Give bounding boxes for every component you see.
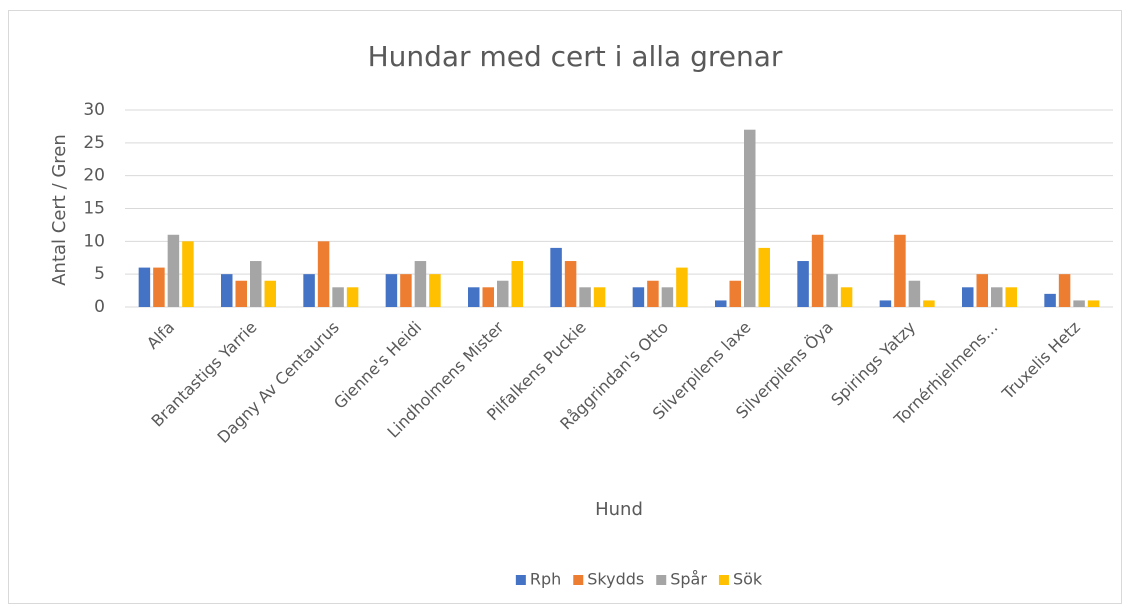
bar xyxy=(250,261,262,307)
bar xyxy=(511,261,523,307)
bar xyxy=(317,241,330,307)
y-tick-label: 10 xyxy=(83,231,105,251)
legend-label: Skydds xyxy=(587,570,644,589)
bar xyxy=(1044,293,1056,307)
legend-label: Sök xyxy=(733,570,763,589)
legend-swatch xyxy=(515,575,526,585)
bar xyxy=(811,234,824,307)
bar xyxy=(923,300,935,307)
bar xyxy=(564,261,577,307)
bar xyxy=(894,234,906,307)
bar xyxy=(962,287,974,307)
bar xyxy=(264,280,276,307)
bar xyxy=(167,234,180,307)
legend-swatch xyxy=(573,575,584,585)
bar xyxy=(550,247,562,307)
bar xyxy=(346,287,359,307)
bar xyxy=(991,287,1003,307)
y-tick-label: 30 xyxy=(83,100,105,120)
bar xyxy=(303,274,315,307)
bar xyxy=(385,274,398,307)
legend-label: Spår xyxy=(670,570,707,589)
bar xyxy=(1073,300,1085,307)
bar xyxy=(758,247,770,307)
bar xyxy=(182,241,194,307)
bar xyxy=(908,280,921,307)
bar xyxy=(1005,287,1017,307)
bar xyxy=(632,287,645,307)
y-tick-label: 15 xyxy=(83,199,105,219)
y-tick-label: 0 xyxy=(94,297,105,317)
bar xyxy=(715,300,727,307)
x-axis-label: Hund xyxy=(595,499,643,520)
bar xyxy=(976,274,988,307)
bar xyxy=(153,267,165,307)
bar xyxy=(840,287,853,307)
bar xyxy=(400,274,412,307)
y-axis-label: Antal Cert / Gren xyxy=(49,134,70,286)
legend-swatch xyxy=(718,575,729,585)
legend-label: Rph xyxy=(530,570,561,589)
bar xyxy=(497,280,509,307)
bar xyxy=(235,280,247,307)
bar xyxy=(429,274,441,307)
bar xyxy=(593,287,606,307)
bar xyxy=(468,287,480,307)
bar xyxy=(332,287,344,307)
bar xyxy=(797,261,809,307)
bar xyxy=(482,287,494,307)
bar xyxy=(1087,300,1100,307)
bar xyxy=(138,267,151,307)
bar xyxy=(647,280,659,307)
y-tick-label: 5 xyxy=(94,264,105,284)
bar xyxy=(414,261,427,307)
y-tick-label: 20 xyxy=(83,166,105,186)
bar xyxy=(661,287,674,307)
chart-title: Hundar med cert i alla grenar xyxy=(368,40,783,73)
bar xyxy=(744,129,756,307)
bar xyxy=(826,274,838,307)
bar xyxy=(676,267,688,307)
bar xyxy=(729,280,741,307)
legend-swatch xyxy=(656,575,667,585)
bar xyxy=(1058,274,1071,307)
bar xyxy=(221,274,233,307)
bar xyxy=(879,300,892,307)
y-tick-label: 25 xyxy=(83,133,105,153)
bar xyxy=(579,287,591,307)
